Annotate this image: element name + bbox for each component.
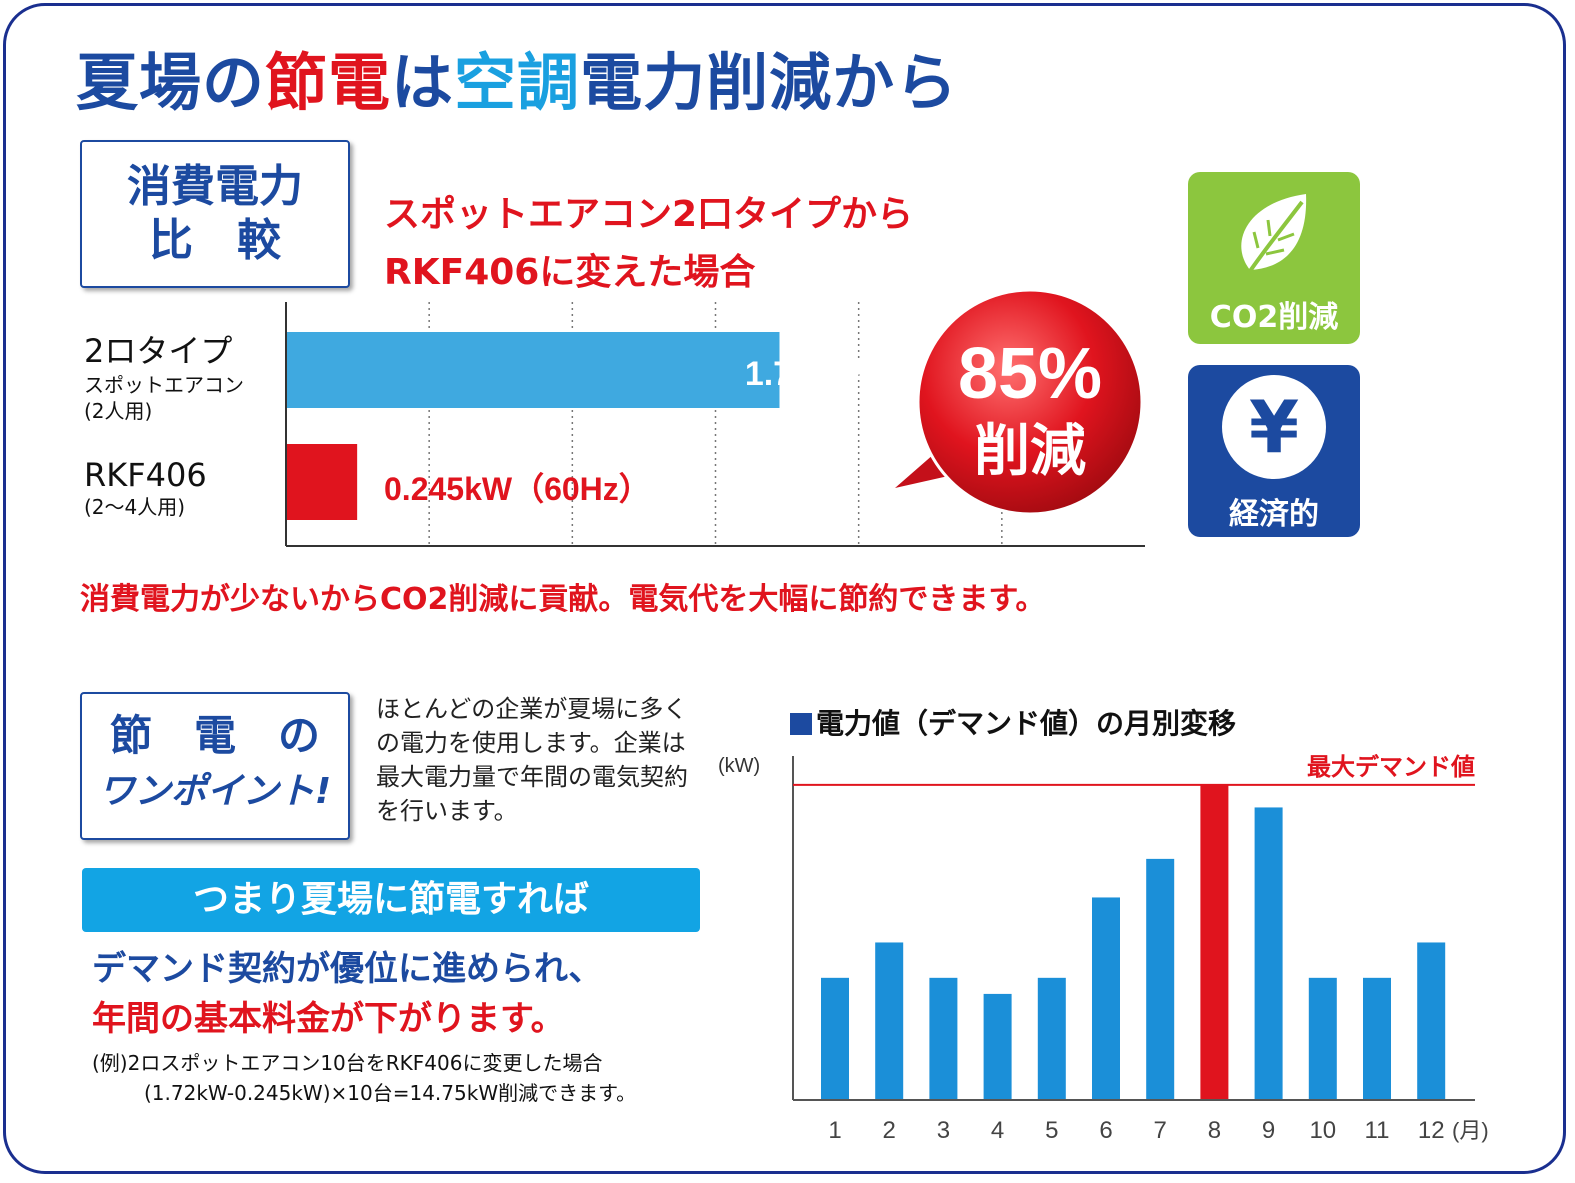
compare-heading: スポットエアコン2口タイプから RKF406に変えた場合 [384, 186, 913, 302]
hbar-category-1-label: 2ロタイプ スポットエアコン (2人用) [84, 326, 244, 424]
monthly-chart-xunit: (月) [1452, 1118, 1489, 1143]
month-bar-10 [1308, 977, 1337, 1100]
month-tick-label: 8 [1208, 1117, 1221, 1144]
onepoint-text: ほとんどの企業が夏場に多くの電力を使用します。企業は最大電力量で年間の電気契約を… [376, 695, 688, 825]
compare-heading-line-1: スポットエアコン2口タイプから [384, 194, 914, 235]
month-bar-4 [983, 993, 1012, 1100]
month-bar-5 [1037, 977, 1066, 1100]
month-bar-11 [1363, 977, 1391, 1100]
economy-badge: ¥ 経済的 [1188, 365, 1360, 537]
yen-symbol: ¥ [1248, 385, 1300, 469]
month-tick-label: 7 [1154, 1117, 1167, 1144]
month-bar-2 [875, 942, 904, 1100]
title-part-3: は [391, 46, 455, 119]
demand-text-line-2: 年間の基本料金が下がります。 [92, 999, 565, 1039]
reduction-percent: 85% [958, 334, 1102, 414]
compare-heading-line-2: RKF406に変えた場合 [384, 252, 756, 293]
legend-square-icon [790, 713, 812, 735]
title-part-1: 夏場の [76, 46, 266, 119]
month-bar-8 [1200, 784, 1229, 1100]
yen-icon: ¥ [1222, 375, 1326, 479]
title-part-2: 節電 [265, 46, 392, 119]
leaf-icon [1241, 194, 1307, 276]
hbar-category-1-sub2: (2人用) [84, 399, 153, 423]
month-tick-label: 1 [828, 1117, 841, 1144]
summary-banner-text: つまり夏場に節電すれば [192, 879, 589, 920]
compare-label-line-2: 比 較 [149, 215, 281, 266]
month-bar-12 [1417, 942, 1446, 1100]
compare-label-line-1: 消費電力 [127, 161, 303, 212]
demand-text-line-1: デマンド契約が優位に進められ、 [92, 949, 603, 989]
example-line-1: (例)2ロスポットエアコン10台をRKF406に変更した場合 [92, 1051, 603, 1075]
hbar-category-2-main: RKF406 [84, 456, 207, 494]
hbar-bar-1 [287, 332, 780, 408]
hbar-bar-2 [287, 444, 358, 520]
title-part-5: 電力削減から [580, 46, 959, 119]
reduction-bubble: 85% 削減 [895, 288, 1144, 516]
hbar-category-2-sub1: (2〜4人用) [84, 495, 186, 519]
reduction-label: 削減 [974, 419, 1086, 484]
month-bar-9 [1254, 807, 1283, 1100]
monthly-demand-chart: 1 2 3 4 5 6 7 8 9 10 11 12 (kW) (月) 最大デマンド値 [718, 753, 1489, 1144]
hbar-category-1-sub1: スポットエアコン [84, 373, 244, 397]
demand-text: デマンド契約が優位に進められ、 年間の基本料金が下がります。 [92, 944, 602, 1044]
onepoint-label-line-2: ワンポイント! [98, 771, 332, 812]
co2-badge: CO2削減 [1188, 172, 1360, 344]
month-tick-label: 12 [1418, 1117, 1445, 1144]
example-note: (例)2ロスポットエアコン10台をRKF406に変更した場合 (1.72kW-0… [92, 1048, 636, 1108]
month-tick-label: 10 [1309, 1117, 1336, 1144]
example-line-2: (1.72kW-0.245kW)×10台=14.75kW削減できます。 [144, 1081, 637, 1105]
max-demand-label: 最大デマンド値 [1307, 753, 1475, 781]
month-bar-6 [1092, 897, 1120, 1100]
hbar-category-2-label: RKF406 (2〜4人用) [84, 456, 207, 520]
month-tick-label: 4 [991, 1117, 1004, 1144]
month-tick-label: 6 [1099, 1117, 1112, 1144]
co2-badge-label: CO2削減 [1209, 300, 1339, 335]
month-tick-label: 3 [937, 1117, 950, 1144]
hbar-category-1-main: 2ロタイプ [84, 332, 233, 370]
page-frame [3, 3, 1566, 1174]
hbar-value-label-1: 1.72kW [745, 355, 863, 393]
power-comparison-chart: 1.72kW 0.245kW（60Hz） 85% 削減 [285, 288, 1145, 547]
title-part-4: 空調 [454, 46, 581, 119]
compare-caption: 消費電力が少ないからCO2削減に貢献。電気代を大幅に節約できます。 [80, 582, 1046, 617]
page-title: 夏場の節電は空調電力削減から [76, 32, 958, 122]
month-tick-label: 5 [1045, 1117, 1058, 1144]
month-bar-1 [821, 977, 849, 1100]
economy-badge-label: 経済的 [1229, 497, 1319, 532]
onepoint-label-box: 節 電 の ワンポイント! [80, 692, 350, 840]
month-bar-3 [929, 977, 958, 1100]
summary-banner: つまり夏場に節電すれば [82, 868, 700, 932]
monthly-chart-title-text: 電力値（デマンド値）の月別変移 [816, 707, 1237, 740]
month-tick-label: 2 [883, 1117, 896, 1144]
month-bar-7 [1146, 858, 1175, 1100]
month-tick-label: 11 [1365, 1117, 1390, 1144]
compare-label-box: 消費電力 比 較 [80, 140, 350, 288]
monthly-chart-ylabel: (kW) [718, 755, 760, 777]
monthly-chart-title: 電力値（デマンド値）の月別変移 [790, 702, 1236, 742]
hbar-value-label-2: 0.245kW（60Hz） [384, 471, 651, 507]
month-tick-label: 9 [1262, 1117, 1275, 1144]
onepoint-label-line-1: 節 電 の [109, 711, 320, 760]
